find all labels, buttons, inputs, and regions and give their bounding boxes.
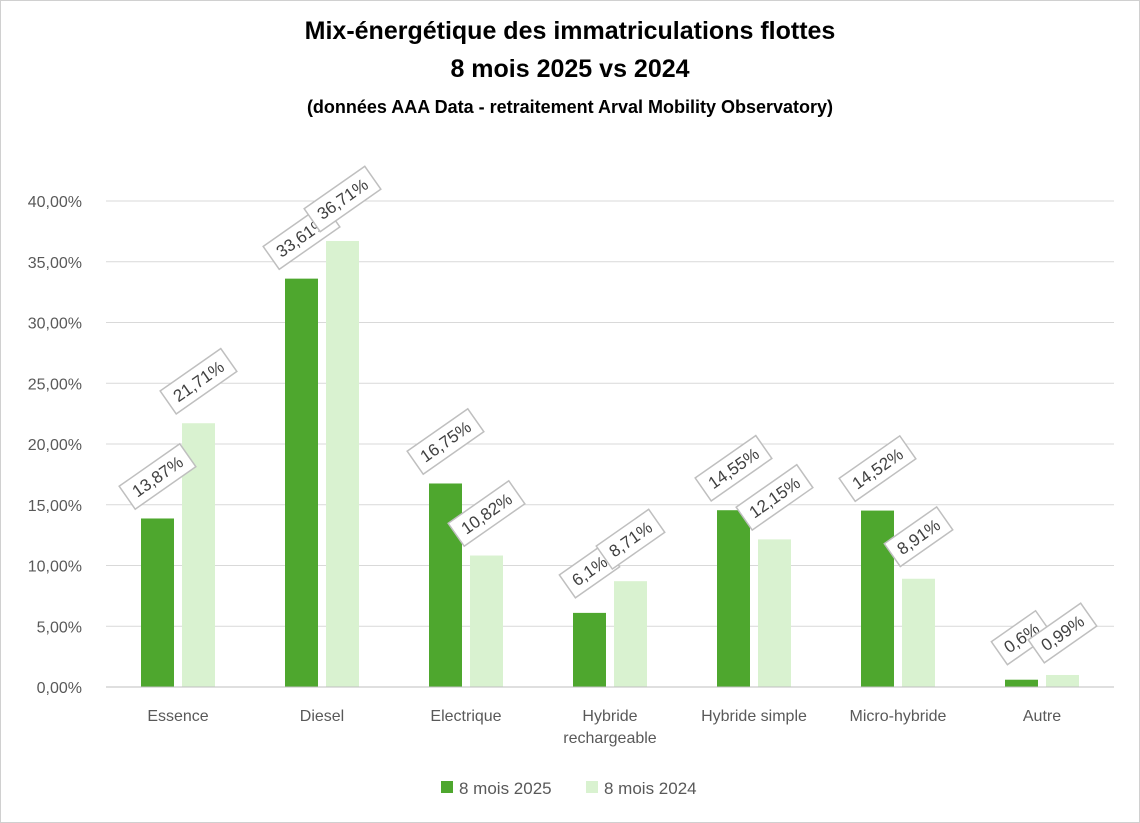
chart-subtitle: 8 mois 2025 vs 2024 xyxy=(450,55,690,83)
bar-8-mois-2024 xyxy=(326,240,359,687)
bar-8-mois-2025 xyxy=(285,278,318,687)
x-tick-label: Electrique xyxy=(430,708,501,725)
data-label-box xyxy=(735,463,814,532)
chart-source-note: (données AAA Data - retraitement Arval M… xyxy=(306,97,834,117)
bar-8-mois-2025 xyxy=(573,612,606,687)
legend-label: 8 mois 2025 xyxy=(459,779,552,798)
legend-label: 8 mois 2024 xyxy=(604,779,697,798)
data-label-box xyxy=(1027,602,1098,664)
x-tick-label: Hybride simple xyxy=(701,708,807,725)
x-tick-label: Autre xyxy=(1023,708,1061,725)
data-label: 0,99% xyxy=(1027,602,1098,664)
data-label-box xyxy=(159,347,238,415)
data-label-box xyxy=(990,609,1053,666)
y-tick-label: 25,00% xyxy=(28,376,82,393)
data-label-box xyxy=(303,165,382,233)
data-label-box xyxy=(694,434,773,502)
x-tick-label: Essence xyxy=(147,708,208,725)
data-label: 16,75% xyxy=(406,407,485,476)
bar-8-mois-2025 xyxy=(861,510,894,687)
x-tick-label: Hybride xyxy=(582,708,637,725)
data-label-box xyxy=(447,479,526,548)
y-tick-label: 20,00% xyxy=(28,437,82,454)
data-label-box xyxy=(883,505,954,568)
x-tick-label: rechargeable xyxy=(563,730,657,747)
y-tick-label: 0,00% xyxy=(37,680,82,697)
x-tick-label: Micro-hybride xyxy=(850,708,947,725)
bar-8-mois-2024 xyxy=(1046,674,1079,687)
y-tick-label: 15,00% xyxy=(28,498,82,515)
bar-8-mois-2024 xyxy=(758,539,791,687)
data-label-box xyxy=(595,508,666,571)
bar-8-mois-2024 xyxy=(614,581,647,687)
bar-8-mois-2025 xyxy=(1005,679,1038,687)
data-label-box xyxy=(406,407,485,476)
bar-8-mois-2025 xyxy=(429,483,462,687)
y-tick-label: 40,00% xyxy=(28,194,82,211)
x-tick-label: Diesel xyxy=(300,708,344,725)
bar-8-mois-2025 xyxy=(717,510,750,687)
data-label: 14,52% xyxy=(838,434,917,503)
bar-8-mois-2024 xyxy=(902,578,935,687)
data-label: 8,91% xyxy=(883,505,954,568)
bar-8-mois-2025 xyxy=(141,518,174,687)
data-label: 36,71% xyxy=(303,165,382,233)
data-label-box xyxy=(118,442,197,511)
legend-swatch xyxy=(441,781,453,793)
y-tick-label: 5,00% xyxy=(37,619,82,636)
legend-swatch xyxy=(586,781,598,793)
y-tick-label: 35,00% xyxy=(28,255,82,272)
y-tick-label: 10,00% xyxy=(28,559,82,576)
bar-8-mois-2024 xyxy=(470,555,503,687)
data-label: 21,71% xyxy=(159,347,238,415)
chart-title: Mix-énergétique des immatriculations flo… xyxy=(304,17,836,45)
y-tick-label: 30,00% xyxy=(28,316,82,333)
data-label-box xyxy=(838,434,917,503)
data-label: 8,71% xyxy=(595,508,666,571)
